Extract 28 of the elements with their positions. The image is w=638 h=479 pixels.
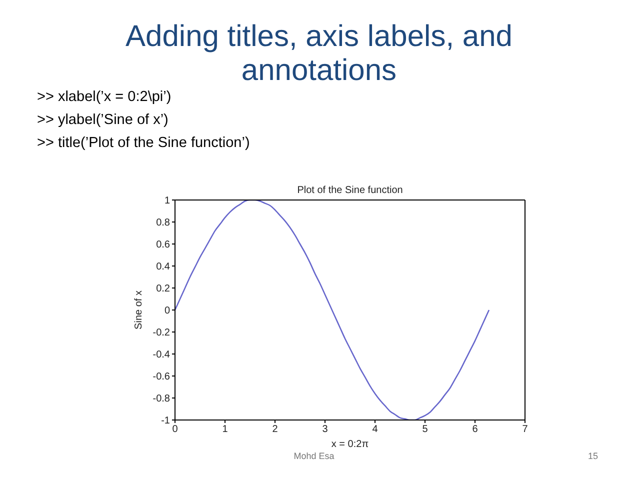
x-tick-label: 5 <box>422 424 428 436</box>
text: 15 <box>586 451 598 461</box>
x-tick-label: 2 <box>272 424 278 436</box>
y-axis-title: Sine of x <box>134 290 145 330</box>
y-tick-label: 0 <box>164 306 170 317</box>
text: >> ylabel(’Sine of x’) <box>37 112 168 129</box>
text: >> xlabel(’x = 0:2\pi’) <box>37 89 172 106</box>
x-tick-label: 4 <box>372 424 378 436</box>
text: >> title(’Plot of the Sine function’) <box>37 135 250 152</box>
y-tick-label: -0.4 <box>152 350 170 361</box>
y-tick-label: -0.6 <box>152 372 170 383</box>
y-tick-label: 1 <box>164 196 170 207</box>
y-tick-label: 0.8 <box>156 218 170 229</box>
y-tick-label: -0.8 <box>152 394 170 405</box>
text: Adding titles, axis labels, and annotations <box>124 20 514 88</box>
y-tick-label: -0.2 <box>152 328 170 339</box>
y-tick-label: 0.6 <box>156 240 170 251</box>
x-tick-label: 3 <box>322 424 328 436</box>
y-tick-label: 0.2 <box>156 284 170 295</box>
text: Mohd Esa <box>292 451 336 461</box>
x-tick-label: 7 <box>522 424 528 436</box>
x-axis-title: x = 0:2π <box>331 439 369 450</box>
chart-title: Plot of the Sine function <box>296 185 404 196</box>
y-tick-label: 0.4 <box>156 262 170 273</box>
x-tick-label: 0 <box>172 424 178 436</box>
x-tick-label: 1 <box>222 424 228 436</box>
y-tick-label: -1 <box>161 416 170 427</box>
x-tick-label: 6 <box>472 424 478 436</box>
